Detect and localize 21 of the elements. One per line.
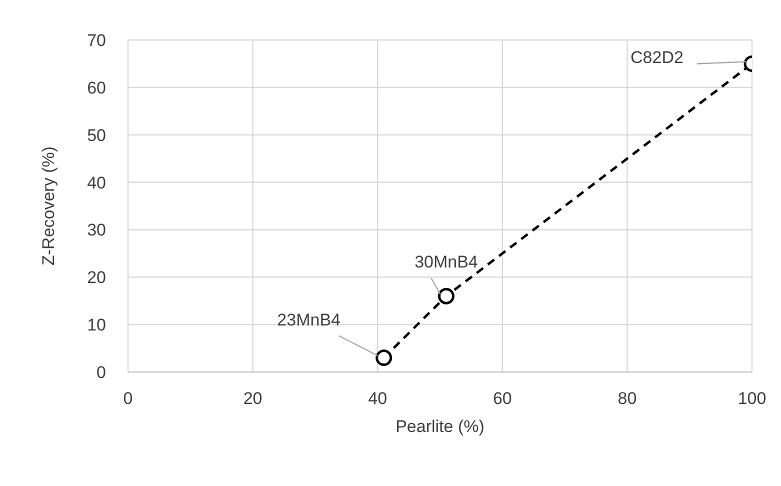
y-axis-title: Z-Recovery (%): [39, 146, 58, 266]
x-tick-label: 80: [618, 389, 637, 408]
y-tick-label: 70: [87, 31, 106, 50]
y-tick-label: 40: [87, 173, 106, 192]
point: [438, 288, 454, 304]
annotation: 23MnB4: [277, 310, 341, 330]
x-tick-label: 0: [123, 389, 133, 408]
annotation: C82D2: [630, 48, 684, 68]
x-axis-title: Pearlite (%): [396, 417, 484, 436]
x-tick-label: 100: [738, 389, 766, 408]
y-tick-label: 30: [87, 220, 106, 240]
x-tick-label: 40: [368, 389, 388, 408]
y-tick-label: 0: [96, 363, 106, 382]
y-tick-label: 10: [87, 316, 106, 335]
x-tick-label: 20: [243, 389, 262, 408]
y-tick-label: 60: [87, 78, 106, 98]
annotation: 30MnB4: [414, 252, 478, 272]
y-tick-label: 50: [87, 126, 106, 145]
x-tick-label: 60: [492, 389, 512, 408]
y-tick-label: 20: [87, 268, 106, 288]
point: [376, 350, 392, 366]
